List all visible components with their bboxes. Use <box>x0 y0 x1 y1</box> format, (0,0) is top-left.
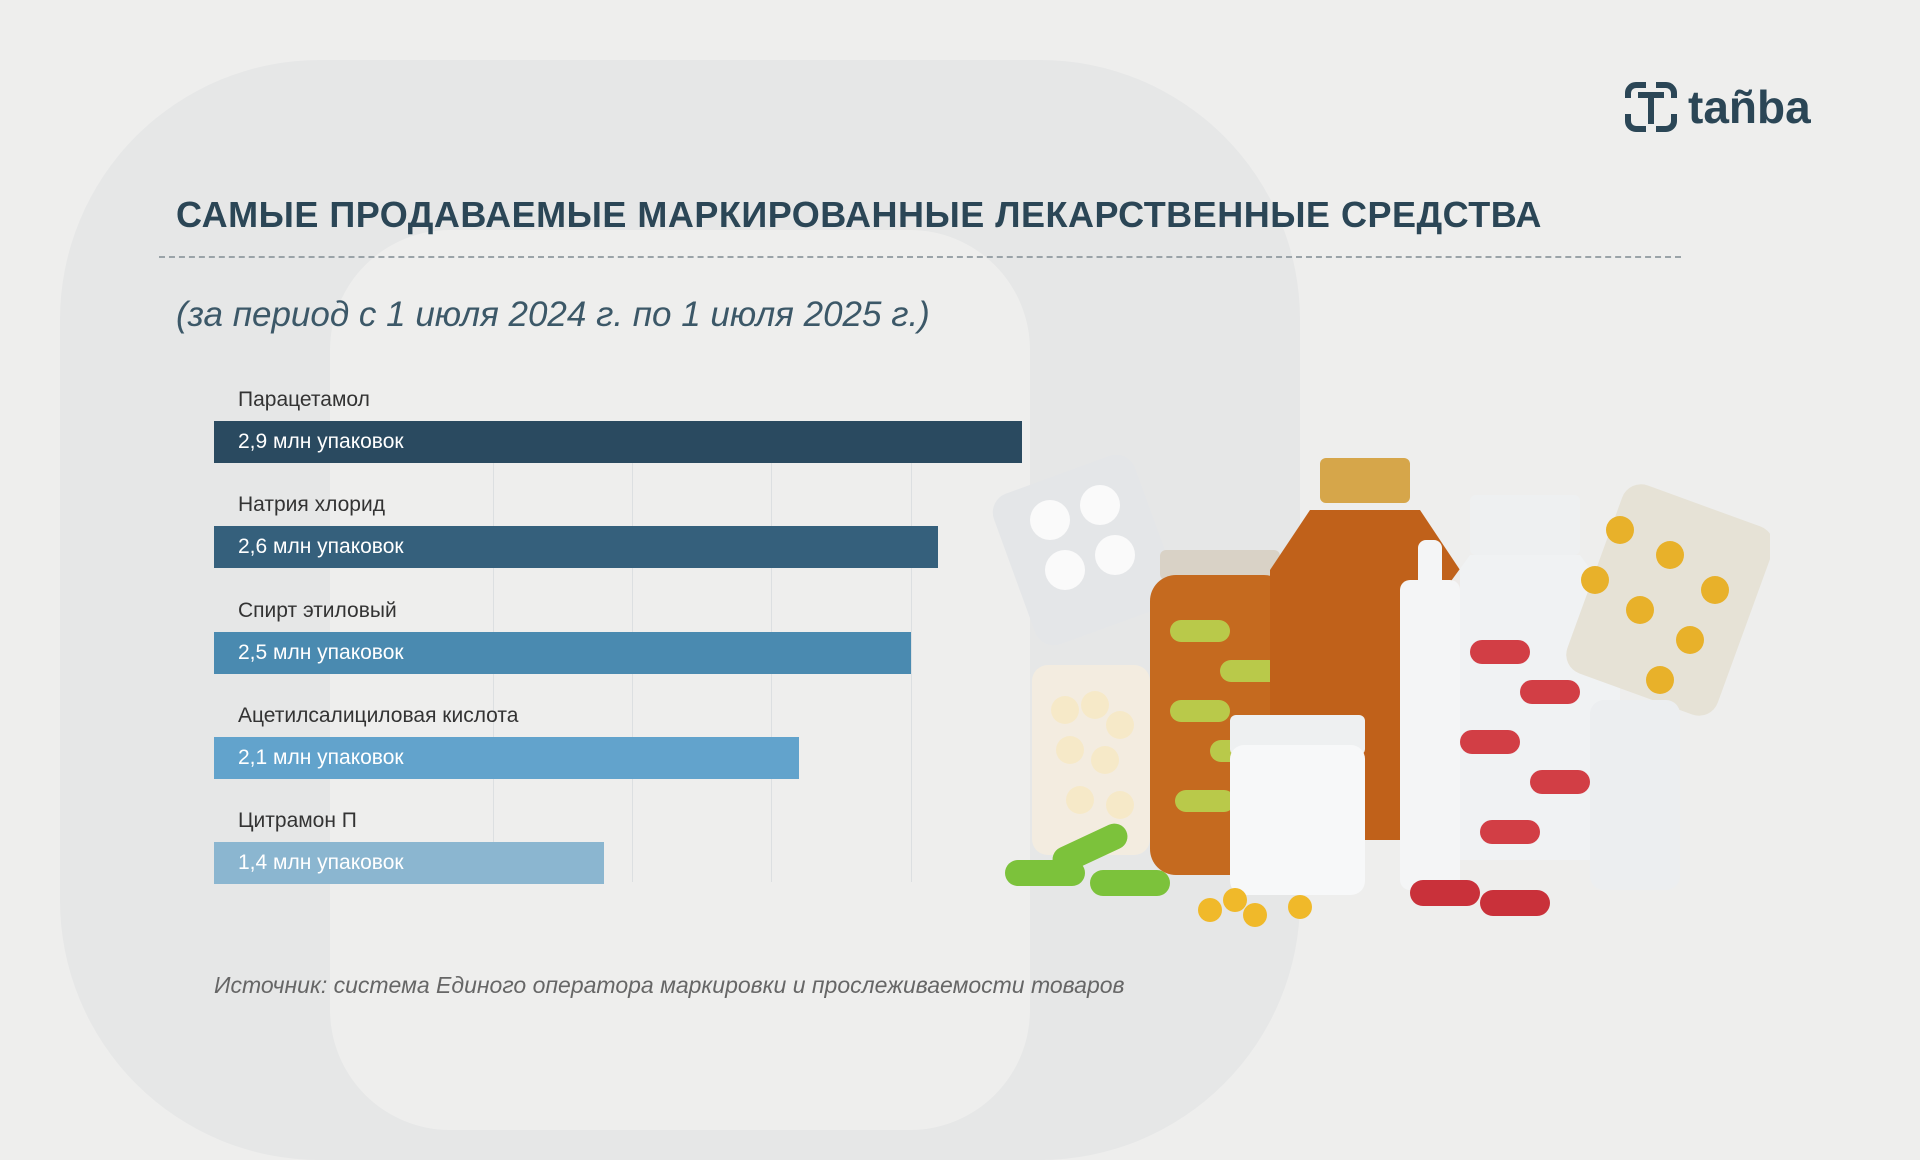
data-label: 2,6 млн упаковок <box>238 535 404 559</box>
page-subtitle: (за период с 1 июля 2024 г. по 1 июля 20… <box>176 295 930 334</box>
category-label: Парацетамол <box>238 388 370 411</box>
source-note: Источник: система Единого оператора марк… <box>214 972 1125 998</box>
background-logo-mark-inner <box>330 230 1030 1130</box>
tanba-logo-icon <box>1625 82 1677 132</box>
title-divider <box>159 256 1681 258</box>
category-label: Натрия хлорид <box>238 493 385 517</box>
brand-logo: tañba <box>1624 80 1811 134</box>
data-label: 2,9 млн упаковок <box>238 430 404 453</box>
data-label: 2,1 млн упаковок <box>238 745 404 769</box>
category-label: Спирт этиловый <box>238 598 397 622</box>
bar: 2,1 млн упаковок <box>214 736 800 779</box>
bar: 1,4 млн упаковок <box>214 842 605 885</box>
data-label: 2,5 млн упаковок <box>238 640 404 664</box>
page-title: САМЫЕ ПРОДАВАЕМЫЕ МАРКИРОВАННЫЕ ЛЕКАРСТВ… <box>176 194 1542 235</box>
gridline <box>910 462 912 882</box>
logo-text: tañba <box>1688 81 1811 133</box>
bar: 2,9 млн упаковок <box>214 421 1022 463</box>
category-label: Ацетилсалициловая кислота <box>238 703 519 727</box>
bar: 2,5 млн упаковок <box>214 631 911 674</box>
medicine-bottles-illustration <box>992 454 1770 927</box>
bar: 2,6 млн упаковок <box>214 526 939 569</box>
data-label: 1,4 млн упаковок <box>238 851 404 875</box>
category-label: Цитрамон П <box>238 809 357 833</box>
